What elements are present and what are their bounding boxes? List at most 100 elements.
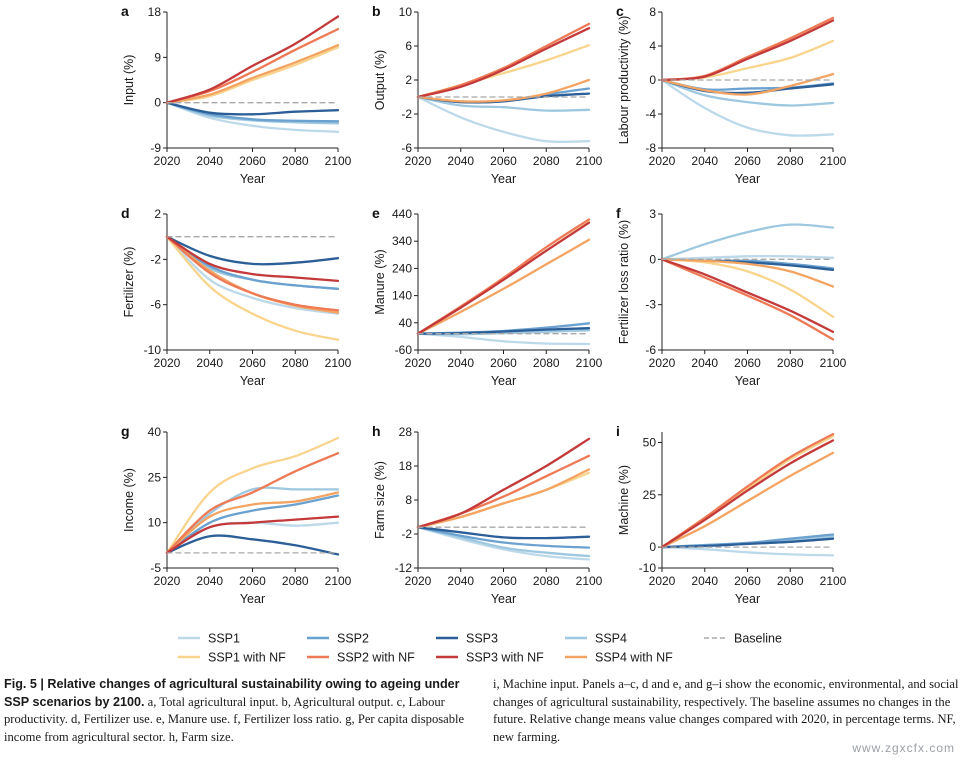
panel-label: d xyxy=(121,205,130,221)
series-line-ssp1 xyxy=(660,545,835,557)
series-line-ssp4-with-nf xyxy=(416,468,591,529)
series-line-ssp1 xyxy=(660,78,835,137)
y-tick-label: 0 xyxy=(649,540,656,554)
x-tick-label: 2020 xyxy=(154,154,181,168)
series-line-ssp3-with-nf xyxy=(660,439,835,549)
series-line-ssp2-with-nf xyxy=(660,432,835,549)
x-tick-label: 2040 xyxy=(691,154,718,168)
x-tick-label: 2100 xyxy=(820,154,847,168)
series-line-ssp4 xyxy=(660,78,835,107)
series-line-ssp2-with-nf xyxy=(165,452,340,555)
x-tick-label: 2080 xyxy=(282,154,309,168)
y-tick-label: 50 xyxy=(643,435,657,449)
x-tick-label: 2100 xyxy=(576,574,603,588)
legend-label: SSP3 xyxy=(466,632,498,646)
x-tick-label: 2080 xyxy=(533,356,560,370)
y-tick-label: -12 xyxy=(395,561,413,575)
series-line-ssp4 xyxy=(416,95,591,112)
series-line-ssp3 xyxy=(165,235,340,266)
series-line-ssp1 xyxy=(416,332,591,346)
y-tick-label: 2 xyxy=(405,73,412,87)
panel-label: c xyxy=(616,3,624,19)
x-tick-label: 2040 xyxy=(447,356,474,370)
x-tick-label: 2040 xyxy=(691,574,718,588)
y-axis-label: Fertilizer (%) xyxy=(122,247,136,318)
series-line-ssp2 xyxy=(165,235,340,290)
x-tick-label: 2080 xyxy=(777,356,804,370)
legend-label: SSP4 with NF xyxy=(595,651,673,665)
series-line-ssp3-with-nf xyxy=(416,221,591,335)
y-tick-label: -2 xyxy=(401,527,412,541)
legend-item-baseline: Baseline xyxy=(704,632,782,646)
series-line-ssp3-with-nf xyxy=(660,19,835,82)
panel-label: e xyxy=(372,205,380,221)
x-axis-label: Year xyxy=(240,172,265,186)
y-tick-label: 340 xyxy=(392,234,412,248)
y-tick-label: 10 xyxy=(148,516,162,530)
y-tick-label: -10 xyxy=(639,561,657,575)
caption-left: Fig. 5 | Relative changes of agricultura… xyxy=(4,676,474,746)
legend-item-ssp2: SSP2 xyxy=(307,632,369,646)
caption-left-body: a, Total agricultural input. b, Agricult… xyxy=(4,694,465,744)
x-tick-label: 2080 xyxy=(777,574,804,588)
series-line-ssp3 xyxy=(165,101,340,116)
y-tick-label: -60 xyxy=(395,343,413,357)
x-tick-label: 2060 xyxy=(239,574,266,588)
y-tick-label: 6 xyxy=(405,39,412,53)
legend-item-ssp1: SSP1 xyxy=(178,632,240,646)
x-tick-label: 2100 xyxy=(820,356,847,370)
y-tick-label: -3 xyxy=(645,298,656,312)
legend-label: Baseline xyxy=(734,632,782,646)
y-tick-label: -5 xyxy=(150,561,161,575)
x-tick-label: 2020 xyxy=(649,154,676,168)
series-line-ssp3-with-nf xyxy=(416,437,591,529)
x-axis-label: Year xyxy=(735,592,760,606)
x-tick-label: 2020 xyxy=(154,574,181,588)
x-axis-label: Year xyxy=(240,592,265,606)
series-line-ssp3-with-nf xyxy=(416,27,591,99)
series-line-ssp4-with-nf xyxy=(165,44,340,104)
x-tick-label: 2020 xyxy=(649,356,676,370)
y-axis-label: Machine (%) xyxy=(617,465,631,535)
x-tick-label: 2060 xyxy=(490,154,517,168)
series-line-ssp4-with-nf xyxy=(660,451,835,549)
series-line-ssp1 xyxy=(660,255,835,261)
series-line-ssp2 xyxy=(416,526,591,549)
legend-item-ssp4: SSP4 xyxy=(565,632,627,646)
legend-label: SSP2 with NF xyxy=(337,651,415,665)
legend-label: SSP1 with NF xyxy=(208,651,286,665)
series-line-ssp1-with-nf xyxy=(165,235,340,341)
series-line-ssp3-with-nf xyxy=(660,258,835,334)
series-line-ssp3-with-nf xyxy=(165,15,340,104)
y-axis-label: Input (%) xyxy=(122,55,136,106)
series-line-ssp4-with-nf xyxy=(416,238,591,335)
y-tick-label: 28 xyxy=(399,425,413,439)
y-axis-label: Farm size (%) xyxy=(373,461,387,539)
panel-label: b xyxy=(372,3,381,19)
series-line-ssp4-with-nf xyxy=(165,491,340,555)
legend: SSP1 SSP2 SSP3 SSP4 Baseline SSP1 with NF SSP2… xyxy=(178,632,782,665)
x-tick-label: 2060 xyxy=(239,356,266,370)
x-tick-label: 2040 xyxy=(447,154,474,168)
legend-label: SSP4 xyxy=(595,632,627,646)
y-tick-label: 9 xyxy=(154,50,161,64)
y-tick-label: 0 xyxy=(649,73,656,87)
series-line-ssp4-with-nf xyxy=(660,258,835,288)
x-tick-label: 2020 xyxy=(154,356,181,370)
legend-label: SSP2 xyxy=(337,632,369,646)
legend-label: SSP1 xyxy=(208,632,240,646)
x-tick-label: 2060 xyxy=(734,154,761,168)
x-axis-label: Year xyxy=(491,172,516,186)
y-tick-label: -2 xyxy=(401,107,412,121)
series-line-ssp2-with-nf xyxy=(660,16,835,82)
series-line-ssp4-with-nf xyxy=(416,78,591,103)
x-tick-label: 2100 xyxy=(325,356,352,370)
x-tick-label: 2100 xyxy=(325,154,352,168)
series-line-ssp3-with-nf xyxy=(165,515,340,555)
series-line-ssp4-with-nf xyxy=(660,72,835,96)
